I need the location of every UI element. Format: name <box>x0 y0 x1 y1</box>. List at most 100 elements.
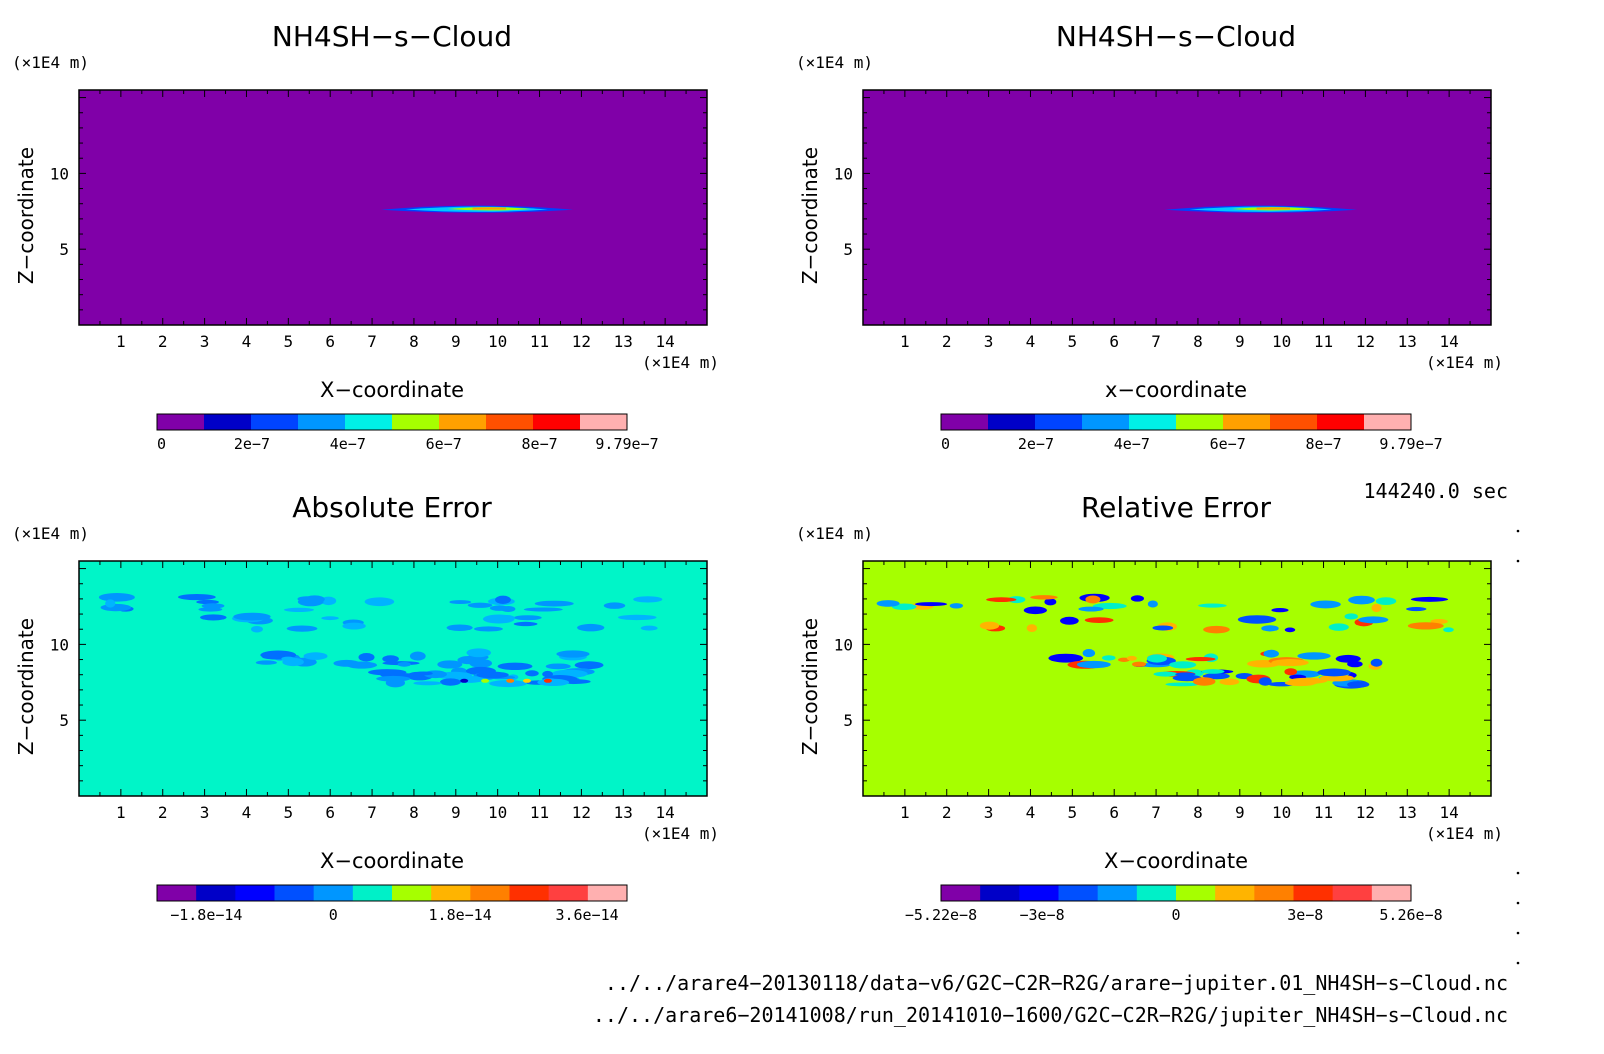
error-patch <box>914 602 948 607</box>
error-patch <box>497 662 533 671</box>
colorbar-segment <box>1293 885 1334 901</box>
colorbar-tick-label: 0 <box>1171 906 1180 924</box>
error-patch <box>439 678 461 686</box>
x-tick-label: 2 <box>942 803 952 822</box>
colorbar-segment <box>1082 414 1130 430</box>
y-unit-label: (×1E4 m) <box>12 53 89 72</box>
error-patch <box>1271 659 1309 667</box>
x-tick-label: 14 <box>656 803 675 822</box>
error-patch <box>1271 607 1289 613</box>
colorbar-segment <box>533 414 581 430</box>
colorbar-segment <box>1223 414 1271 430</box>
error-patch <box>364 597 395 607</box>
colorbar-segment <box>1254 885 1294 901</box>
colorbar-segment <box>486 414 534 430</box>
error-patch <box>1030 595 1058 600</box>
error-patch <box>474 658 487 667</box>
error-patch <box>413 681 442 686</box>
file-path-2: ../../arare6−20141008/run_20141010−1600/… <box>593 1003 1508 1027</box>
error-patch <box>303 652 328 660</box>
error-patch <box>1328 623 1349 631</box>
y-tick-label: 10 <box>50 164 69 183</box>
error-patch <box>105 599 116 608</box>
y-axis-label: Z−coordinate <box>14 618 38 755</box>
x-tick-label: 7 <box>1151 332 1161 351</box>
error-patch <box>1175 672 1196 677</box>
error-patch <box>1023 606 1047 615</box>
error-patch <box>1082 649 1096 658</box>
error-patch <box>1358 616 1389 624</box>
error-patch <box>437 660 463 669</box>
y-unit-label: (×1E4 m) <box>796 53 873 72</box>
colorbar-segment <box>1215 885 1255 901</box>
error-patch <box>100 603 132 612</box>
error-patch <box>177 593 216 601</box>
colorbar-segment <box>235 885 275 901</box>
colorbar-segment <box>587 885 628 901</box>
y-tick-label: 5 <box>59 240 69 259</box>
y-unit-label: (×1E4 m) <box>12 524 89 543</box>
error-patch <box>574 661 604 669</box>
colorbar-segment <box>157 414 205 430</box>
error-patch <box>617 614 657 621</box>
error-patch <box>986 597 1017 602</box>
axis-ticks <box>78 561 708 797</box>
x-tick-label: 3 <box>984 803 994 822</box>
x-tick-label: 13 <box>1398 803 1417 822</box>
error-patch <box>397 661 411 667</box>
x-unit-label: (×1E4 m) <box>1426 824 1503 843</box>
x-tick-label: 9 <box>1235 803 1245 822</box>
error-patch <box>1406 607 1427 612</box>
error-patch <box>284 607 314 612</box>
error-patch <box>1297 652 1331 660</box>
colorbar-segment <box>548 885 589 901</box>
x-tick-label: 4 <box>242 803 252 822</box>
x-unit-label: (×1E4 m) <box>642 824 719 843</box>
colorbar-tick-label: 8e−7 <box>522 435 558 453</box>
error-patch <box>633 596 663 603</box>
error-patch <box>1048 653 1084 663</box>
colorbar-segment <box>392 414 440 430</box>
error-patch <box>1131 661 1147 667</box>
x-tick-label: 4 <box>1026 803 1036 822</box>
colorbar-segment <box>509 885 550 901</box>
x-tick-label: 10 <box>1272 332 1291 351</box>
colorbar-segment <box>1176 885 1216 901</box>
error-patch <box>1443 627 1454 633</box>
panel-title: NH4SH−s−Cloud <box>272 20 512 53</box>
x-tick-label: 12 <box>1356 332 1375 351</box>
x-tick-label: 7 <box>367 803 377 822</box>
error-patch <box>525 670 539 677</box>
x-tick-label: 5 <box>284 803 294 822</box>
error-patch <box>556 650 590 658</box>
x-tick-label: 11 <box>530 803 549 822</box>
contour-features <box>380 205 574 213</box>
x-tick-label: 6 <box>325 803 335 822</box>
x-tick-label: 9 <box>451 332 461 351</box>
error-patch <box>979 621 1000 630</box>
plot-area <box>79 90 707 325</box>
x-tick-label: 8 <box>1193 332 1203 351</box>
x-tick-label: 1 <box>900 332 910 351</box>
error-patch <box>1165 682 1199 687</box>
margin-dots <box>1516 529 1520 965</box>
colorbar-segment <box>313 885 354 901</box>
colorbar-tick-label: 4e−7 <box>1114 435 1150 453</box>
error-patch <box>1101 655 1116 661</box>
error-patch <box>513 615 542 621</box>
x-tick-label: 6 <box>1109 332 1119 351</box>
x-tick-label: 12 <box>572 332 591 351</box>
x-tick-label: 2 <box>158 332 168 351</box>
colorbar-segment <box>941 414 989 430</box>
y-tick-label: 10 <box>50 635 69 654</box>
error-patch <box>489 605 509 611</box>
colorbar-tick-label: 0 <box>329 906 338 924</box>
x-tick-label: 1 <box>900 803 910 822</box>
x-tick-label: 12 <box>1356 803 1375 822</box>
colorbar-tick-label: −5.22e−8 <box>905 906 977 924</box>
time-label: 144240.0 sec <box>1364 479 1509 503</box>
error-patch <box>1076 660 1111 669</box>
colorbar-segment <box>1270 414 1318 430</box>
x-tick-label: 13 <box>614 332 633 351</box>
